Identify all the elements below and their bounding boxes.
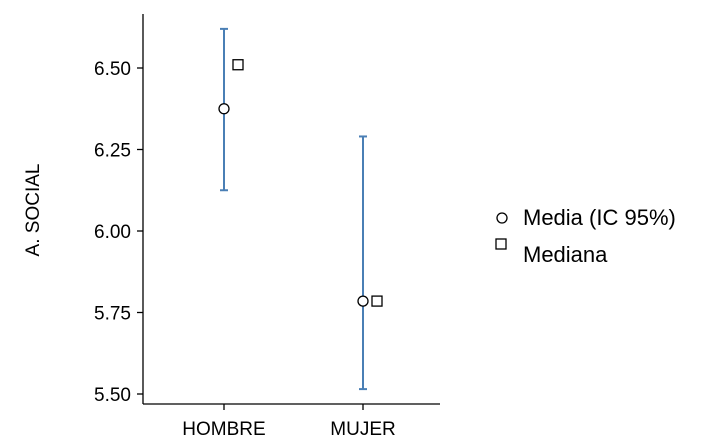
axes [142,14,440,405]
mean-point [357,295,369,307]
error-bars [220,27,367,391]
legend-label-mean: Media (IC 95%) [523,205,676,230]
y-tick-label: 6.00 [94,222,131,243]
y-tick-label: 6.25 [94,141,131,162]
legend: Media (IC 95%) Mediana [495,205,676,267]
legend-circle-marker [496,212,508,224]
data-points [218,59,383,307]
y-ticks: 5.50 5.75 6.00 6.25 6.50 [94,59,143,406]
y-axis-label: A. SOCIAL [23,164,44,257]
x-ticks: HOMBRE MUJER [182,404,396,440]
median-point [371,295,383,307]
legend-label-median: Mediana [523,242,608,267]
y-tick-label: 5.75 [94,304,131,325]
x-tick-label: MUJER [330,419,395,440]
legend-square-marker [495,238,507,250]
mean-point [218,103,230,115]
y-tick-label: 6.50 [94,59,131,80]
y-tick-label: 5.50 [94,385,131,406]
median-point [232,59,244,71]
x-tick-label: HOMBRE [182,419,265,440]
